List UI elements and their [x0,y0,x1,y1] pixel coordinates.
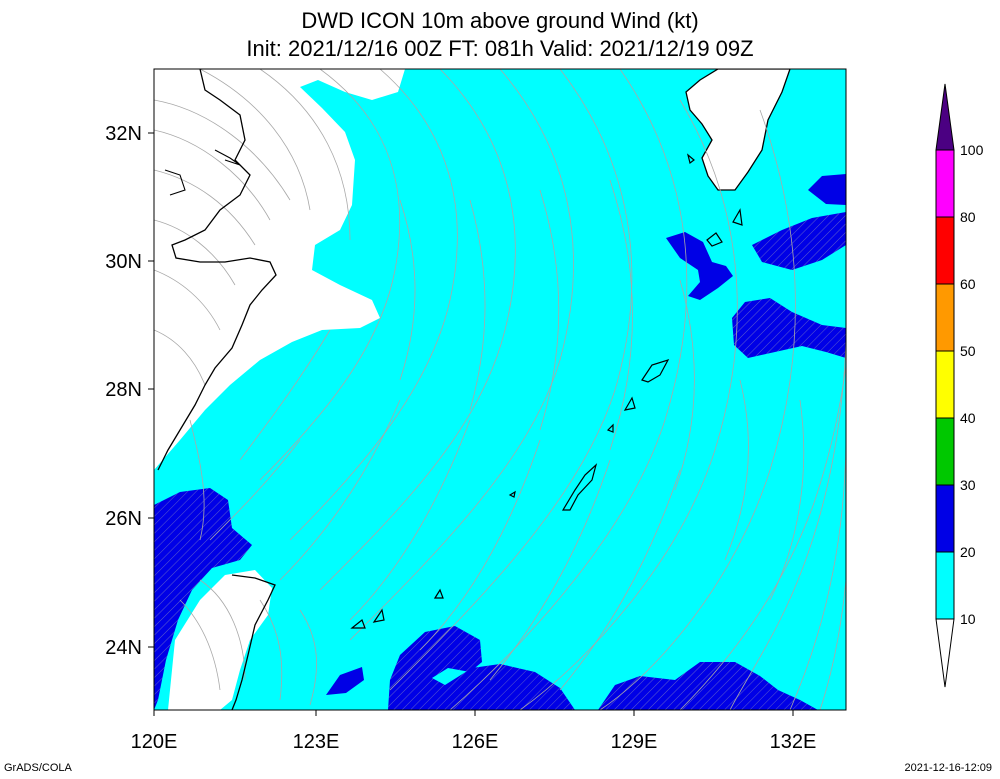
coastline-estuary [164,149,241,196]
lon-label-132e: 132E [770,731,817,753]
lat-label-30n: 30N [105,251,142,273]
legend-swatch-60-80 [935,216,955,285]
wind-hatch-overlay [154,212,846,710]
legend-swatch-20-30 [935,484,955,553]
legend-label-50: 50 [960,343,976,359]
map-subtitle: Init: 2021/12/16 00Z FT: 081h Valid: 202… [246,36,754,61]
lon-label-129e: 129E [611,731,658,753]
lat-label-28n: 28N [105,379,142,401]
coastline-china [157,69,277,471]
legend-label-30: 30 [960,477,976,493]
lat-label-26n: 26N [105,508,142,530]
legend-swatch-40-50 [935,350,955,419]
coastline-islands [350,153,743,629]
lon-label-123e: 123E [293,731,340,753]
wind-20-30-area-east-top [808,174,846,205]
legend-swatch-80-100 [935,149,955,218]
legend-label-100: 100 [960,142,984,158]
calm-region-north [154,69,405,470]
axis-ticks [148,132,794,716]
lat-label-24n: 24N [105,637,142,659]
legend-label-60: 60 [960,276,976,292]
map-title: DWD ICON 10m above ground Wind (kt) [301,8,699,33]
legend-swatch-over-100 [935,83,955,151]
legend-swatch-10-20 [935,551,955,620]
wind-20-30-area-small-sw [326,667,364,695]
legend-swatch-30-40 [935,417,955,486]
lon-label-120e: 120E [131,731,178,753]
legend-swatch-50-60 [935,283,955,352]
footer-timestamp: 2021-12-16-12:09 [904,762,992,774]
legend-label-40: 40 [960,410,976,426]
wind-streamlines [154,69,846,710]
coastline-taiwan [231,574,276,710]
lat-label-32n: 32N [105,123,142,145]
wind-20-30-area-north-mid [666,232,733,300]
footer-software-label: GrADS/COLA [4,762,72,774]
legend-label-80: 80 [960,209,976,225]
calm-region-taiwan [168,570,272,710]
legend-swatch-under-10 [935,618,955,688]
legend-label-20: 20 [960,544,976,560]
color-legend [935,83,955,688]
legend-label-10: 10 [960,611,976,627]
land-kyushu [685,69,791,191]
lon-label-126e: 126E [452,731,499,753]
